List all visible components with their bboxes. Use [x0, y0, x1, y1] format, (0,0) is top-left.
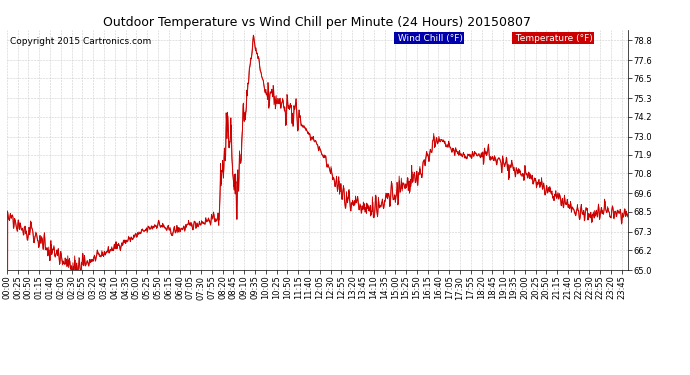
- Title: Outdoor Temperature vs Wind Chill per Minute (24 Hours) 20150807: Outdoor Temperature vs Wind Chill per Mi…: [104, 16, 531, 29]
- Text: Temperature (°F): Temperature (°F): [513, 34, 593, 43]
- Text: Wind Chill (°F): Wind Chill (°F): [395, 34, 463, 43]
- Text: Copyright 2015 Cartronics.com: Copyright 2015 Cartronics.com: [10, 37, 151, 46]
